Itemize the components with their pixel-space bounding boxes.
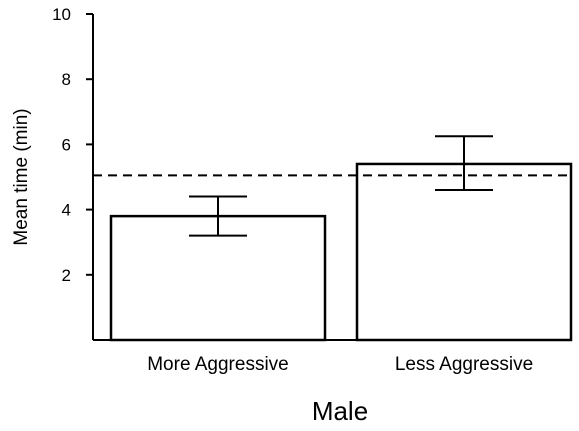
y-axis-title: Mean time (min) bbox=[11, 108, 32, 245]
bar-less-aggressive bbox=[355, 162, 573, 342]
y-ticks: 2 4 6 8 10 bbox=[52, 5, 93, 285]
y-tick-label: 2 bbox=[62, 266, 71, 285]
error-bars-layer bbox=[189, 135, 493, 237]
y-tick-label: 6 bbox=[62, 135, 71, 154]
y-tick-label: 8 bbox=[62, 70, 71, 89]
x-axis-title: Male bbox=[312, 396, 368, 426]
x-tick-label-more-aggressive: More Aggressive bbox=[147, 354, 289, 375]
x-tick-label-less-aggressive: Less Aggressive bbox=[395, 354, 533, 375]
bar-more-aggressive bbox=[109, 214, 327, 342]
bars-layer bbox=[109, 162, 573, 342]
y-tick-label: 10 bbox=[52, 5, 71, 24]
y-tick-label: 4 bbox=[62, 201, 71, 220]
